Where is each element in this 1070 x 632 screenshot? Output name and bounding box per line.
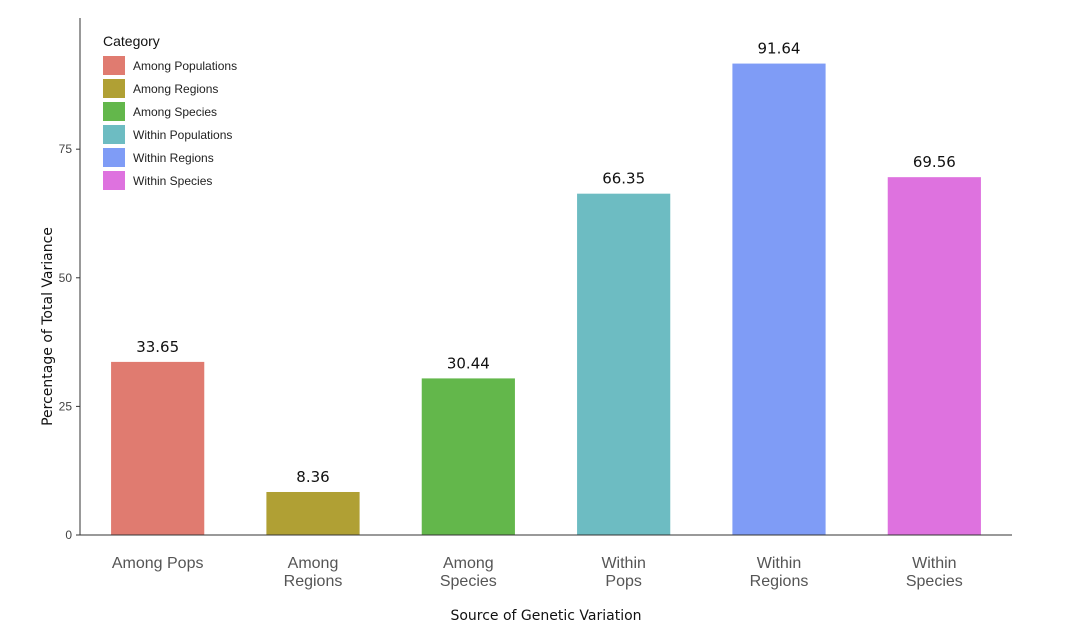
bar-value-label: 91.64 (758, 40, 801, 58)
legend-swatch (103, 79, 125, 98)
x-tick-label: Within Pops (601, 555, 645, 590)
y-tick-label: 25 (59, 399, 73, 413)
y-tick-label: 50 (59, 271, 73, 285)
bar-value-label: 30.44 (447, 354, 490, 372)
bar (111, 361, 205, 535)
legend-label: Within Species (133, 174, 212, 188)
x-axis-ticks: Among Pops Among Regions Among Species Within… (112, 555, 963, 590)
legend-label: Within Regions (133, 151, 214, 165)
x-tick-label: Among Pops (112, 555, 204, 572)
x-tick-label: Within Regions (750, 555, 809, 590)
x-tick-label: Within Species (906, 555, 963, 590)
legend-label: Within Populations (133, 128, 232, 142)
bar (887, 177, 981, 535)
bar-value-label: 33.65 (136, 338, 179, 356)
legend-label: Among Regions (133, 82, 218, 96)
bar-value-label: 8.36 (296, 468, 329, 486)
legend-title: Category (103, 33, 160, 49)
bar-value-label: 66.35 (602, 170, 645, 188)
legend-swatch (103, 56, 125, 75)
bar (266, 491, 360, 535)
x-axis-title: Source of Genetic Variation (450, 608, 641, 624)
bar (732, 63, 826, 535)
y-tick-label: 0 (65, 528, 72, 542)
legend-label: Among Species (133, 105, 217, 119)
x-tick-label: Among Regions (284, 555, 343, 590)
legend: Category Among Populations Among Regions A… (103, 33, 237, 190)
legend-swatch (103, 125, 125, 144)
chart-marks: 33.65 8.36 30.44 66.35 91.64 69.56 (111, 40, 981, 535)
legend-swatch (103, 171, 125, 190)
x-tick-label: Among Species (440, 555, 497, 590)
legend-label: Among Populations (133, 59, 237, 73)
y-tick-label: 75 (59, 142, 73, 156)
legend-swatch (103, 102, 125, 121)
bar (577, 193, 671, 535)
bar-value-label: 69.56 (913, 153, 956, 171)
y-axis-ticks: 0 25 50 75 (59, 142, 80, 542)
bar (421, 378, 515, 535)
legend-swatch (103, 148, 125, 167)
y-axis-title: Percentage of Total Variance (40, 227, 56, 426)
